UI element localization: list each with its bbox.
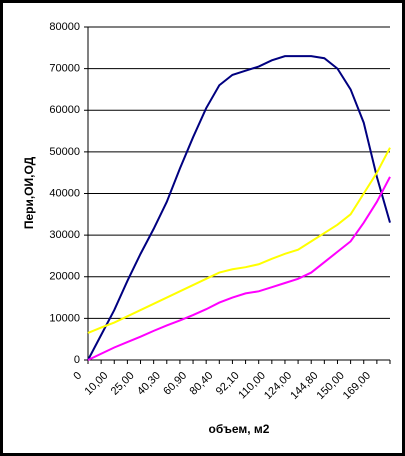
series-line xyxy=(87,55,391,361)
series-line xyxy=(87,147,391,334)
y-tick-label: 10000 xyxy=(49,312,80,324)
series-line xyxy=(87,176,391,361)
y-tick-label: 50000 xyxy=(49,146,80,158)
y-tick-label: 0 xyxy=(74,354,80,366)
y-tick-label: 60000 xyxy=(49,104,80,116)
y-tick-label: 80000 xyxy=(49,21,80,33)
y-tick-label: 30000 xyxy=(49,229,80,241)
y-tick-label: 20000 xyxy=(49,271,80,283)
y-axis-title: Пери,ОИ,ОД xyxy=(22,156,36,229)
x-axis-title: объем, м2 xyxy=(209,422,270,436)
y-tick-label: 40000 xyxy=(49,187,80,199)
y-tick-label: 70000 xyxy=(49,63,80,75)
